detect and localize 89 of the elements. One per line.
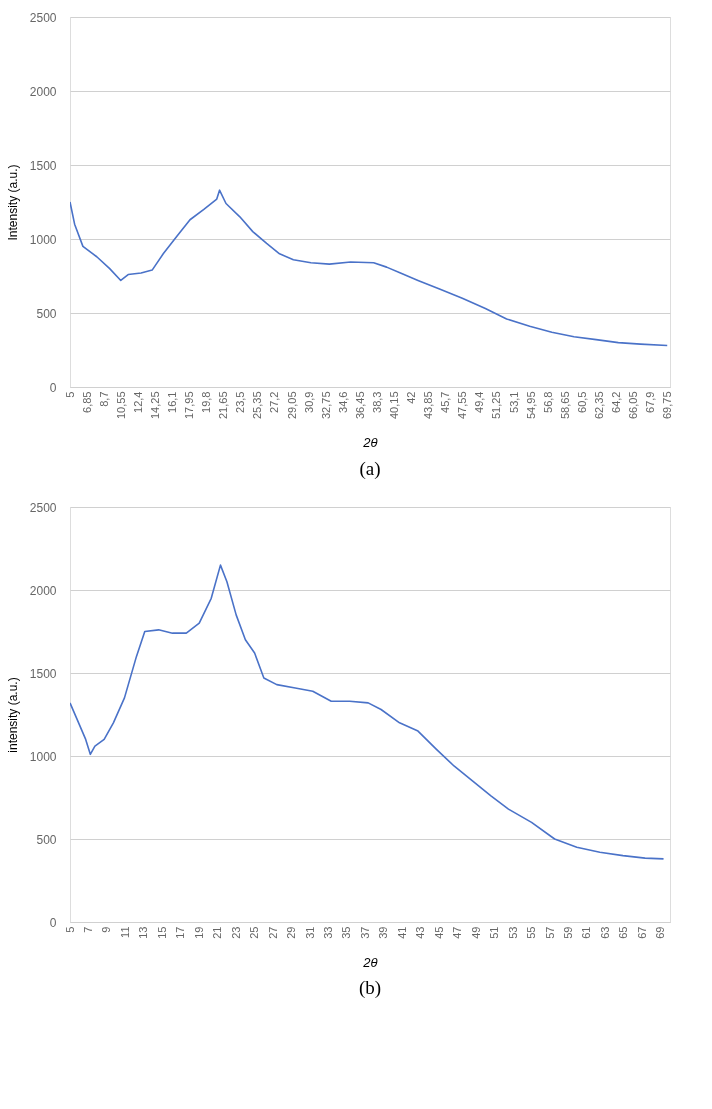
x-tick-label: 40,15 <box>387 391 400 420</box>
x-tick-label: 54,95 <box>524 391 537 420</box>
x-tick-label: 63 <box>598 926 611 939</box>
x-tick-label: 49 <box>469 926 482 939</box>
x-tick-label: 39 <box>377 926 390 939</box>
x-tick-label: 62,35 <box>592 391 605 420</box>
x-tick-label: 38,3 <box>370 391 383 413</box>
y-tick-label: 2000 <box>29 583 57 598</box>
x-tick-label: 16,1 <box>165 391 178 413</box>
x-tick-label: 67 <box>635 926 648 939</box>
y-axis-title: intensity (a.u.) <box>5 677 20 753</box>
x-tick-label: 45,7 <box>439 391 452 413</box>
y-tick-label: 500 <box>36 306 57 321</box>
x-tick-label: 51,25 <box>490 391 503 420</box>
x-tick-label: 32,75 <box>319 391 332 420</box>
x-tick-label: 17 <box>174 926 187 939</box>
x-tick-label: 53 <box>506 926 519 939</box>
line-series <box>70 564 665 860</box>
y-axis-title: Intensity (a.u.) <box>5 164 20 241</box>
x-tick-label: 12,4 <box>131 391 144 413</box>
x-tick-label: 19,8 <box>200 391 213 413</box>
x-tick-label: 36,45 <box>353 391 366 420</box>
x-tick-label: 5 <box>63 391 76 398</box>
x-tick-label: 5 <box>63 926 76 933</box>
x-tick-label: 47,55 <box>456 391 469 420</box>
x-tick-label: 33 <box>321 926 334 939</box>
y-tick-label: 1500 <box>29 158 57 173</box>
y-tick-label: 2000 <box>29 84 57 99</box>
x-tick-label: 43 <box>414 926 427 939</box>
x-axis-title: 2θ <box>362 954 378 970</box>
x-tick-label: 19 <box>192 926 205 939</box>
y-tick-label: 1000 <box>29 232 57 247</box>
x-tick-label: 6,85 <box>80 391 93 413</box>
x-tick-label: 60,5 <box>575 391 588 413</box>
x-tick-label: 42 <box>405 391 418 404</box>
x-tick-label: 30,9 <box>302 391 315 413</box>
x-tick-label: 37 <box>358 926 371 939</box>
x-tick-label: 49,4 <box>473 391 486 413</box>
x-tick-label: 65 <box>617 926 630 939</box>
x-tick-label: 43,85 <box>422 391 435 420</box>
x-tick-label: 29,05 <box>285 391 298 420</box>
x-tick-label: 25,35 <box>251 391 264 420</box>
y-tick-label: 1000 <box>29 749 57 764</box>
y-tick-label: 0 <box>49 915 57 930</box>
x-tick-label: 31 <box>303 926 316 939</box>
x-tick-label: 10,55 <box>114 391 127 420</box>
x-tick-label: 53,1 <box>507 391 520 413</box>
x-tick-label: 29 <box>285 926 298 939</box>
x-tick-label: 27 <box>266 926 279 939</box>
x-tick-label: 25 <box>248 926 261 939</box>
y-tick-label: 1500 <box>29 666 57 681</box>
x-tick-label: 23,5 <box>234 391 247 413</box>
x-tick-label: 21 <box>211 926 224 939</box>
text: (b) <box>358 977 382 1000</box>
x-tick-label: 17,95 <box>183 391 196 420</box>
x-tick-label: 64,2 <box>609 391 622 413</box>
x-tick-label: 59 <box>561 926 574 939</box>
x-tick-label: 69,75 <box>661 391 674 420</box>
x-tick-label: 14,25 <box>148 391 161 420</box>
x-tick-label: 21,65 <box>217 391 230 420</box>
x-tick-label: 15 <box>155 926 168 939</box>
y-tick-label: 2500 <box>29 500 57 515</box>
x-tick-label: 67,9 <box>644 391 657 413</box>
x-tick-label: 47 <box>451 926 464 939</box>
x-tick-label: 8,7 <box>97 391 110 407</box>
x-tick-label: 35 <box>340 926 353 939</box>
y-tick-label: 500 <box>36 832 57 847</box>
x-tick-label: 51 <box>488 926 501 939</box>
x-tick-label: 57 <box>543 926 556 939</box>
line-series <box>70 189 669 347</box>
x-tick-label: 61 <box>580 926 593 939</box>
x-tick-label: 41 <box>395 926 408 939</box>
x-tick-label: 34,6 <box>336 391 349 413</box>
y-tick-label: 2500 <box>29 10 57 25</box>
x-tick-label: 27,2 <box>268 391 281 413</box>
x-tick-label: 11 <box>118 926 131 938</box>
x-tick-label: 69 <box>654 926 667 939</box>
x-tick-label: 23 <box>229 926 242 939</box>
text: (a) <box>359 457 381 480</box>
x-tick-label: 55 <box>525 926 538 939</box>
x-tick-label: 56,8 <box>541 391 554 413</box>
x-tick-label: 13 <box>137 926 150 939</box>
x-tick-label: 7 <box>81 926 94 933</box>
x-axis-title: 2θ <box>362 435 378 451</box>
x-tick-label: 58,65 <box>558 391 571 420</box>
x-tick-label: 66,05 <box>627 391 640 420</box>
x-tick-label: 45 <box>432 926 445 939</box>
y-tick-label: 0 <box>49 380 57 395</box>
x-tick-label: 9 <box>100 926 113 933</box>
